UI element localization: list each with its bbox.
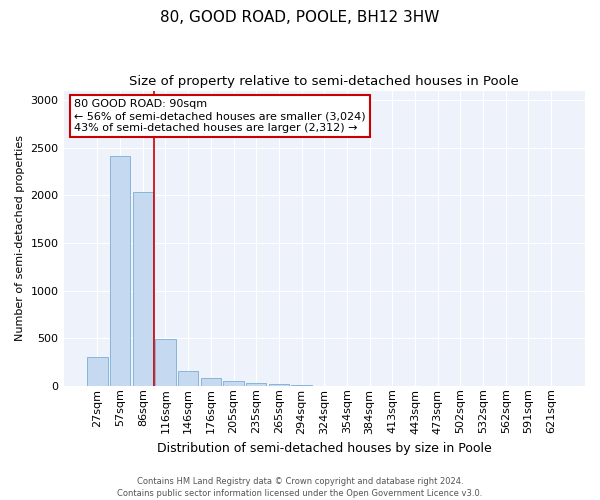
Text: Contains HM Land Registry data © Crown copyright and database right 2024.
Contai: Contains HM Land Registry data © Crown c… [118, 476, 482, 498]
X-axis label: Distribution of semi-detached houses by size in Poole: Distribution of semi-detached houses by … [157, 442, 491, 455]
Bar [110, 156, 130, 386]
Bar [200, 378, 221, 386]
Text: 80 GOOD ROAD: 90sqm
← 56% of semi-detached houses are smaller (3,024)
43% of sem: 80 GOOD ROAD: 90sqm ← 56% of semi-detach… [74, 100, 365, 132]
Bar [133, 192, 153, 386]
Y-axis label: Number of semi-detached properties: Number of semi-detached properties [15, 135, 25, 341]
Title: Size of property relative to semi-detached houses in Poole: Size of property relative to semi-detach… [130, 75, 519, 88]
Bar [155, 339, 176, 386]
Bar [87, 357, 107, 386]
Bar [246, 384, 266, 386]
Bar [223, 381, 244, 386]
Bar [269, 384, 289, 386]
Text: 80, GOOD ROAD, POOLE, BH12 3HW: 80, GOOD ROAD, POOLE, BH12 3HW [160, 10, 440, 25]
Bar [178, 371, 199, 386]
